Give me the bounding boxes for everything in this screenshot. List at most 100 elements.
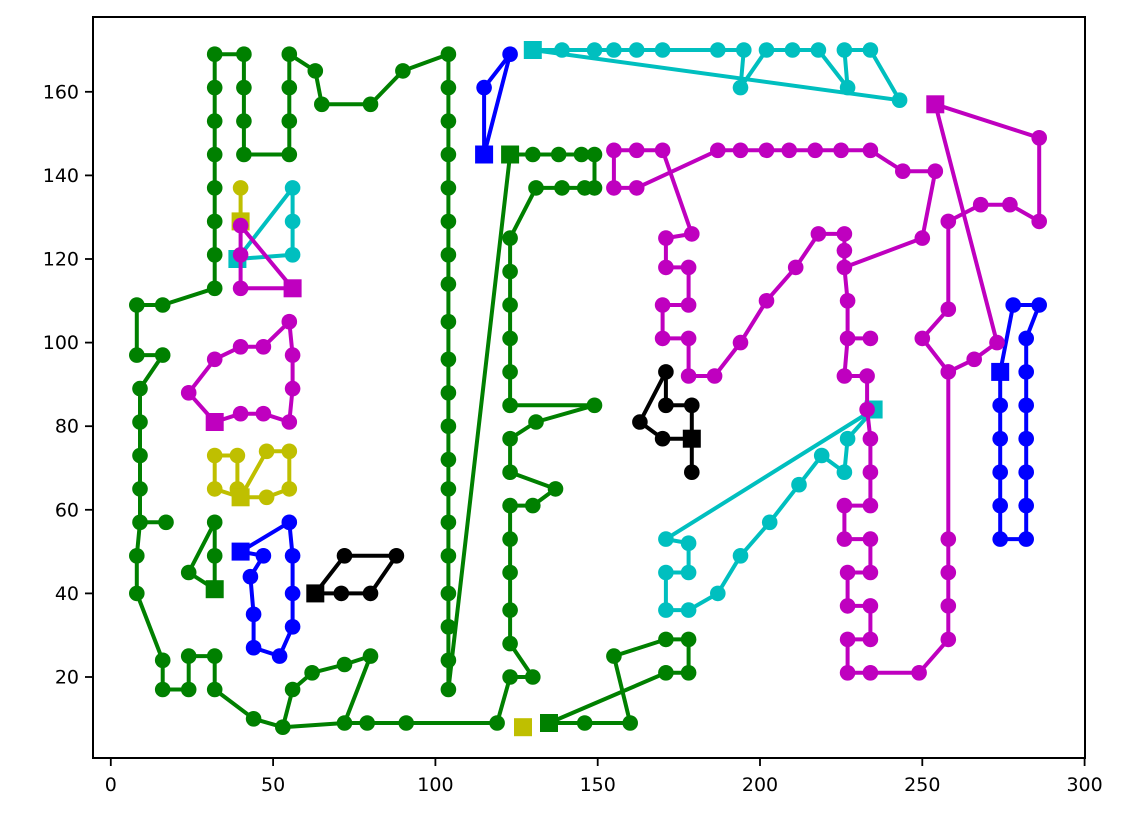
waypoint-marker [440,79,457,96]
waypoint-marker [836,42,853,58]
waypoint-marker [281,313,298,330]
waypoint-marker [206,447,223,464]
waypoint-marker [129,297,145,313]
waypoint-marker [940,213,957,230]
waypoint-marker [206,548,223,564]
waypoint-marker [761,514,778,531]
waypoint-marker [206,681,223,698]
waypoint-marker [628,142,645,159]
y-tick-label: 80 [55,416,79,438]
waypoint-marker [281,414,298,430]
waypoint-marker [284,247,301,263]
route-green-main [129,46,603,735]
waypoint-marker [440,619,457,635]
waypoint-marker [440,113,457,129]
route-black-southwest [306,548,405,603]
waypoint-marker [284,681,301,698]
waypoint-marker [502,669,518,685]
x-tick-label: 300 [1066,774,1102,796]
waypoint-marker [362,648,379,664]
waypoint-marker [680,564,697,581]
waypoint-marker [862,497,879,514]
route-line [920,102,1042,374]
waypoint-marker [333,585,350,602]
waypoint-marker [336,548,353,564]
waypoint-marker [525,669,541,685]
waypoint-marker [1031,130,1047,146]
waypoint-marker [398,715,415,731]
waypoint-marker [710,42,726,58]
waypoint-marker [807,142,823,159]
waypoint-marker [940,564,957,581]
x-tick-label: 50 [261,774,285,796]
route-blue-north [475,46,518,164]
waypoint-marker [258,489,275,506]
waypoint-marker [440,213,457,230]
route-blue-southwest [231,514,301,664]
waypoint-marker [206,280,223,297]
waypoint-marker [606,648,622,664]
waypoint-marker [791,476,807,493]
waypoint-marker [284,347,301,363]
waypoint-marker [440,146,457,163]
waypoint-marker [206,46,223,62]
waypoint-marker [1031,297,1047,313]
waypoint-marker [813,447,830,464]
waypoint-marker [658,602,674,618]
waypoint-marker [622,715,638,731]
y-tick-label: 60 [55,499,79,521]
waypoint-marker [992,497,1008,514]
waypoint-marker [862,42,879,58]
y-tick-label: 20 [55,667,79,689]
waypoint-marker [206,351,223,368]
waypoint-marker [284,548,301,564]
waypoint-marker [206,146,223,163]
waypoint-marker [658,665,674,681]
waypoint-marker [833,142,849,159]
waypoint-marker [1018,330,1034,347]
route-cyan-north [523,41,908,108]
waypoint-marker [232,339,249,355]
waypoint-marker [180,681,197,698]
waypoint-marker [502,564,518,581]
waypoint-marker [658,531,674,547]
waypoint-marker [836,497,853,514]
waypoint-marker [606,42,622,58]
waypoint-marker [440,585,457,602]
waypoint-marker [839,598,856,614]
waypoint-marker [911,665,927,681]
waypoint-marker [914,230,931,246]
depot-marker [682,429,701,448]
waypoint-marker [862,142,879,159]
waypoint-marker [284,619,301,635]
waypoint-marker [362,96,379,113]
waypoint-marker [525,497,541,514]
waypoint-marker [654,297,671,313]
waypoint-marker [732,79,749,96]
waypoint-marker [502,297,518,313]
depot-marker [283,279,302,298]
waypoint-marker [966,351,982,368]
waypoint-marker [972,196,989,213]
waypoint-marker [502,497,518,514]
waypoint-marker [489,715,505,731]
waypoint-marker [158,514,174,531]
waypoint-marker [440,180,457,196]
waypoint-marker [1031,213,1047,230]
waypoint-marker [440,451,457,468]
waypoint-marker [232,405,249,422]
waypoint-marker [680,602,697,618]
waypoint-marker [586,146,603,163]
waypoint-marker [862,430,879,447]
waypoint-marker [236,113,252,129]
depot-marker [501,145,520,164]
waypoint-marker [440,385,457,401]
waypoint-marker [758,293,775,309]
waypoint-marker [245,606,262,623]
x-tick-label: 100 [417,774,453,796]
route-line [212,449,292,500]
waypoint-marker [232,217,249,234]
waypoint-marker [891,92,908,108]
waypoint-marker [784,42,801,58]
